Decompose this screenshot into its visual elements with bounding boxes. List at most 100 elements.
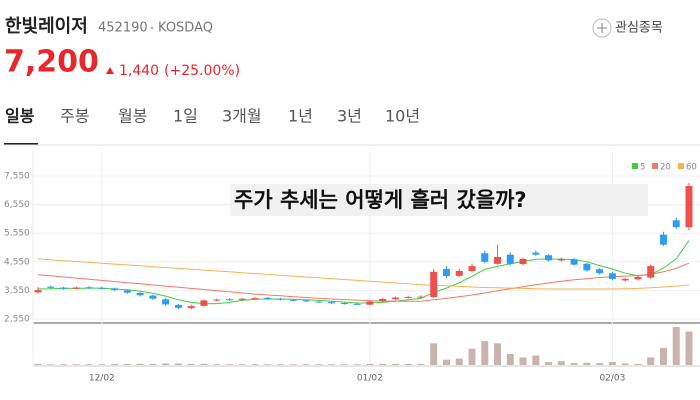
legend-swatch: [652, 163, 658, 169]
tab[interactable]: 3개월: [222, 107, 262, 126]
moving-average: [37, 262, 690, 302]
candle-body: [328, 302, 336, 304]
candle-body: [494, 256, 502, 264]
volume-bar: [379, 363, 387, 365]
volume-bar: [621, 363, 629, 365]
y-tick-label: 2,550: [4, 314, 30, 324]
candle-body: [340, 302, 348, 304]
volume-bar: [187, 363, 195, 365]
volume-bar: [430, 343, 438, 365]
volume-bar: [136, 363, 144, 365]
volume-bar: [251, 364, 259, 365]
candle-body: [123, 290, 131, 293]
candle-body: [557, 258, 565, 261]
candle-body: [481, 253, 489, 262]
candle-body: [404, 296, 412, 298]
annotation: 주가 추세는 어떻게 흘러 갔을까?: [234, 188, 527, 212]
change: 1,440: [119, 63, 159, 79]
up-arrow: [106, 67, 114, 74]
candle-body: [264, 297, 272, 299]
volume-bar: [174, 363, 182, 365]
candle-body: [47, 286, 55, 288]
volume-bar: [60, 364, 68, 365]
tab[interactable]: 주봉: [60, 107, 89, 126]
volume-bar: [149, 363, 157, 365]
candle-body: [532, 252, 540, 255]
volume-bar: [404, 363, 412, 365]
tab[interactable]: 일봉: [5, 107, 35, 126]
volume-bar: [494, 343, 502, 365]
y-tick-label: 7,550: [4, 172, 30, 182]
legend-swatch: [632, 163, 638, 169]
tab[interactable]: 1일: [173, 107, 198, 126]
y-tick-label: 5,550: [4, 229, 30, 239]
tab[interactable]: 월봉: [118, 107, 147, 126]
candle-body: [72, 287, 80, 289]
candle-body: [225, 299, 233, 301]
candle-body: [455, 270, 463, 276]
annotation-bg: [230, 184, 648, 216]
candle-body: [353, 303, 361, 305]
volume-bar: [481, 341, 489, 365]
candle-body: [659, 234, 667, 245]
volume-bar: [583, 362, 591, 365]
moving-average: [37, 258, 690, 290]
volume-bar: [315, 364, 323, 365]
volume-bar: [366, 363, 374, 365]
volume-bar: [647, 357, 655, 365]
candle-body: [251, 298, 259, 300]
candle-body: [136, 292, 144, 296]
volume-bar: [532, 355, 540, 365]
candle-body: [302, 300, 310, 302]
volume-bar: [238, 364, 246, 365]
candle-body: [685, 186, 693, 228]
candle-body: [506, 254, 514, 264]
volume-bar: [455, 358, 463, 365]
x-tick-label: 01/02: [357, 374, 383, 384]
candle-body: [442, 268, 450, 277]
candle-body: [379, 298, 387, 302]
volume-bar: [468, 348, 476, 365]
plus-sign: [597, 23, 607, 33]
candle-body: [277, 298, 285, 300]
watch-button[interactable]: 관심종목: [592, 18, 663, 38]
change-pct: (+25.00%): [164, 63, 240, 79]
legend-label: 5: [640, 163, 645, 173]
volume-bar: [225, 364, 233, 365]
candle-body: [570, 259, 578, 265]
volume-bar: [34, 363, 42, 365]
candle-body: [187, 306, 195, 309]
volume-bar: [557, 361, 565, 365]
stock-code: 452190: [98, 21, 148, 36]
volume-bar: [442, 359, 450, 365]
candle-body: [111, 288, 119, 291]
volume-bar: [85, 364, 93, 365]
candle-body: [213, 299, 221, 301]
legend-label: 20: [660, 163, 671, 173]
candle-body: [149, 295, 157, 299]
tab-bar: 일봉 주봉 월봉 1일 3개월 1년 3년 10년: [4, 107, 420, 145]
volume-bar: [391, 363, 399, 365]
stock-name: 한빛레이저: [5, 16, 88, 37]
tab[interactable]: 10년: [385, 107, 420, 126]
volume-bar: [506, 353, 514, 365]
plus-icon: [592, 18, 612, 38]
tab[interactable]: 1년: [288, 107, 313, 126]
candle-body: [98, 287, 106, 289]
moving-average: [37, 240, 690, 305]
tab[interactable]: 3년: [337, 107, 362, 126]
candle-body: [417, 296, 425, 298]
volume-bar: [417, 363, 425, 365]
volume-bar: [47, 364, 55, 365]
chart: 7,550 6,550 5,550 4,550 3,550 2,550 12/02 01/02…: [4, 150, 700, 384]
legend-label: 60: [686, 163, 697, 173]
volume-bar: [608, 361, 616, 365]
watch-label: 관심종목: [615, 21, 663, 36]
candle-body: [596, 269, 604, 274]
candle-body: [672, 220, 680, 228]
candle-body: [621, 278, 629, 281]
x-tick-label: 12/02: [89, 374, 115, 384]
market: KOSDAQ: [158, 21, 213, 36]
volume-bar: [519, 357, 527, 365]
